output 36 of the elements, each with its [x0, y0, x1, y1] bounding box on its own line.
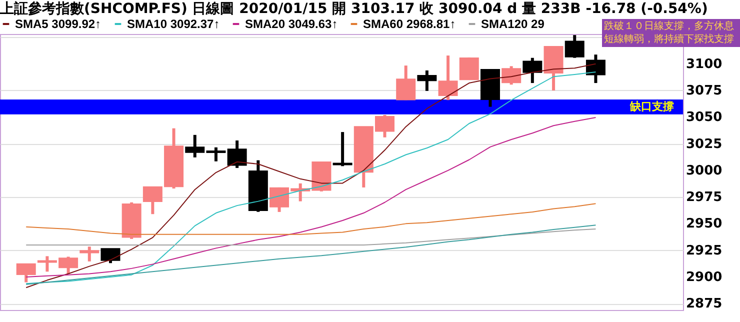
candlestick: [438, 56, 458, 100]
candlestick: [502, 66, 522, 85]
legend-label: SMA10 3092.37↑: [127, 17, 220, 31]
legend-label: SMA5 3099.92↑: [15, 17, 102, 31]
y-tick-label: 3050: [686, 110, 722, 126]
text: 跌破１０日線支撐，多方休息: [604, 20, 735, 33]
y-tick-label: 2975: [686, 190, 722, 206]
candlestick: [16, 263, 36, 282]
candlestick: [100, 248, 120, 264]
legend-label: SMA120 29: [481, 17, 545, 31]
annotation: 短線轉弱，將持續下探找支撐: [604, 33, 735, 46]
y-tick-label: 3000: [686, 163, 722, 178]
line-series: [26, 224, 596, 285]
candlestick: [522, 58, 542, 84]
legend-label: SMA60 2968.81↑: [363, 17, 456, 31]
y-tick-label: 3025: [686, 136, 722, 152]
y-tick-label: 3075: [686, 83, 722, 98]
y-tick-label: 2950: [686, 216, 722, 232]
y-tick-label: 2925: [686, 243, 722, 258]
chart-title: 上証參考指數(SHCOMP.FS) 日線圖 2020/01/15 開 3103.17 收 3090.04 d 量 233B -16.78 (-0.54%): [0, 0, 708, 17]
candlestick: [227, 140, 247, 168]
candlestick: [586, 54, 606, 84]
line-series: [26, 228, 596, 246]
y-tick-label: 3100: [686, 56, 722, 72]
line-series: [26, 117, 596, 278]
candlestick: [459, 57, 479, 80]
y-tick-label: 2875: [686, 296, 722, 312]
line-series: [26, 203, 596, 235]
candlestick: [564, 35, 584, 58]
candlestick: [332, 132, 352, 166]
candlestick: [396, 66, 416, 100]
y-tick-label: 2900: [686, 270, 722, 285]
band-label: 缺口支撐: [629, 100, 674, 113]
candlestick: [417, 70, 437, 91]
legend-label: SMA20 3049.63↑: [245, 17, 338, 31]
candlestick: [80, 246, 100, 262]
